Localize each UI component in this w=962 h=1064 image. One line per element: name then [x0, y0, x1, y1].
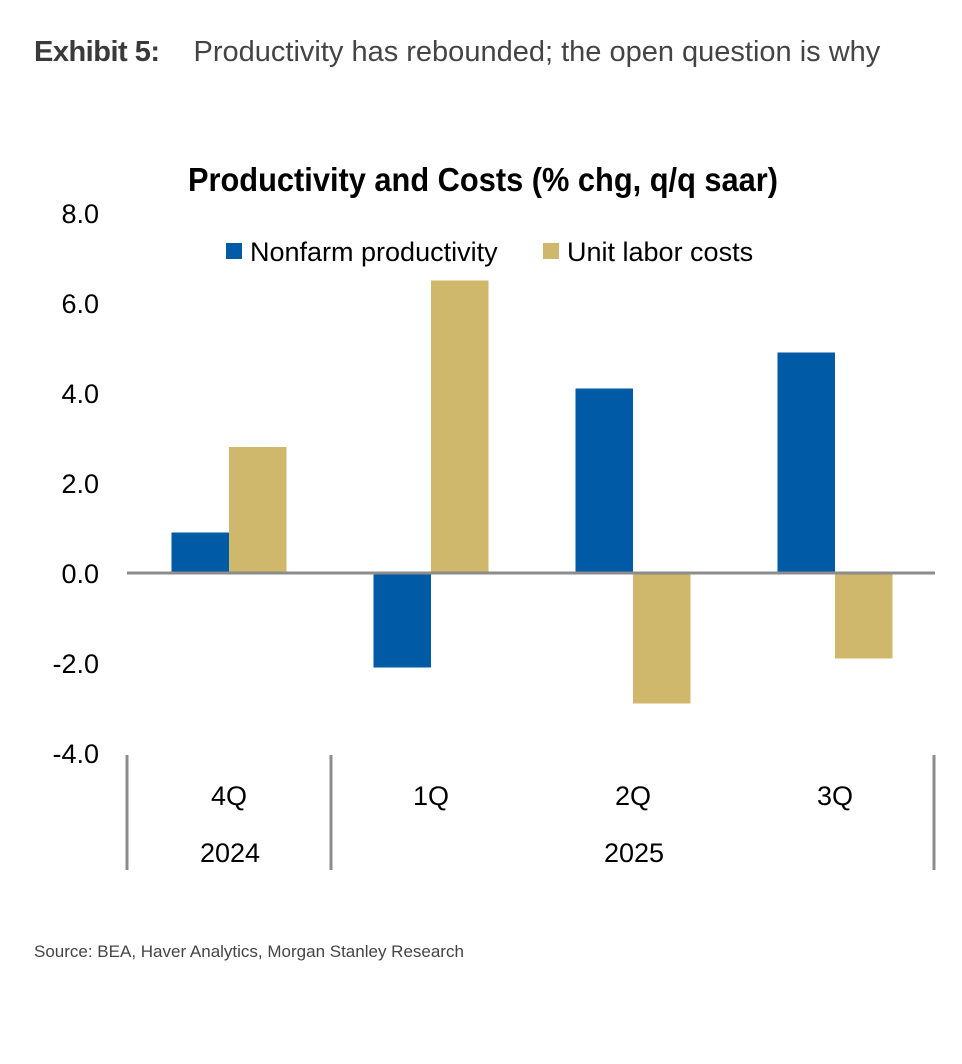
bar-unit-labor-costs-4q [229, 447, 287, 573]
chart-title: Productivity and Costs (% chg, q/q saar) [188, 161, 778, 198]
bar-nonfarm-productivity-4q [171, 532, 229, 573]
legend-label: Unit labor costs [567, 237, 753, 267]
exhibit-heading: Exhibit 5: Productivity has rebounded; th… [34, 26, 934, 78]
legend-label: Nonfarm productivity [250, 237, 498, 267]
bars [127, 280, 935, 704]
x-group-label: 2024 [200, 838, 260, 868]
legend-swatch-nonfarm-productivity [226, 243, 242, 259]
y-tick-label: -2.0 [52, 649, 99, 679]
x-tick-label: 3Q [817, 781, 853, 811]
bar-chart: Productivity and Costs (% chg, q/q saar)… [52, 161, 936, 870]
source-note: Source: BEA, Haver Analytics, Morgan Sta… [34, 942, 464, 961]
y-tick-label: 0.0 [61, 559, 99, 589]
y-tick-label: 2.0 [61, 469, 99, 499]
bar-nonfarm-productivity-2q [575, 388, 633, 573]
bar-unit-labor-costs-1q [431, 280, 489, 573]
y-tick-label: 8.0 [61, 199, 99, 229]
y-axis: 8.0 6.0 4.0 2.0 0.0 -2.0 -4.0 [52, 199, 99, 769]
y-tick-label: -4.0 [52, 739, 99, 769]
bar-unit-labor-costs-2q [633, 573, 691, 704]
legend-swatch-unit-labor-costs [543, 243, 559, 259]
y-tick-label: 6.0 [61, 289, 99, 319]
bar-nonfarm-productivity-3q [777, 352, 835, 573]
x-tick-label: 4Q [211, 781, 247, 811]
legend: Nonfarm productivity Unit labor costs [226, 237, 753, 267]
bar-nonfarm-productivity-1q [373, 573, 431, 668]
bar-unit-labor-costs-3q [835, 573, 893, 659]
exhibit-label: Exhibit 5: [34, 36, 160, 68]
exhibit-title: Productivity has rebounded; the open que… [193, 36, 881, 68]
y-tick-label: 4.0 [61, 379, 99, 409]
x-axis: 4Q 1Q 2Q 3Q 2024 2025 [125, 755, 936, 870]
x-tick-label: 2Q [615, 781, 651, 811]
x-tick-label: 1Q [413, 781, 449, 811]
x-group-label: 2025 [604, 838, 664, 868]
